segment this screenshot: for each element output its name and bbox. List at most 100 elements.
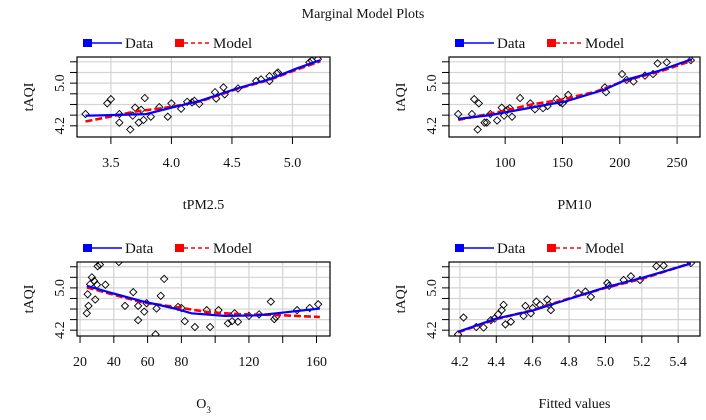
data-point [126, 125, 135, 134]
model-smooth-line [85, 60, 321, 123]
data-point [81, 109, 90, 119]
x-axis-label: PM10 [557, 198, 591, 213]
data-point [629, 77, 638, 86]
data-point [230, 309, 239, 318]
legend-data-swatch [455, 244, 464, 252]
data-point [87, 273, 97, 282]
data-point [115, 109, 124, 119]
data-point [499, 111, 509, 120]
x-axis-label-text: O [196, 397, 206, 412]
legend-model-swatch [175, 244, 184, 252]
x-tick-label: 160 [306, 355, 327, 370]
data-point [474, 99, 484, 108]
data-point [626, 272, 636, 281]
y-tick-label: 4.2 [53, 321, 68, 339]
data-point [453, 109, 463, 119]
data-point [586, 292, 596, 302]
legend: Data Model [83, 36, 252, 52]
data-point [686, 262, 696, 268]
legend-model-swatch [175, 39, 184, 47]
legend-model-label: Model [213, 36, 252, 52]
legend-data-label: Data [125, 241, 154, 257]
data-point [254, 310, 264, 319]
data-point [134, 118, 143, 127]
data-point [180, 316, 189, 326]
data-point [497, 305, 506, 315]
data-point [163, 112, 173, 121]
x-tick-label: 4.6 [524, 355, 542, 370]
data-point [159, 274, 169, 284]
x-axis-label-text: Fitted values [539, 397, 611, 412]
data-point [103, 99, 112, 108]
data-point [604, 281, 614, 291]
panel-fitted: 4.2 4.4 4.6 4.8 5.0 5.2 5.4 4.2 5.0 Fitted values… [394, 241, 701, 412]
data-point [146, 112, 156, 121]
x-axis-label-text: PM10 [557, 198, 591, 213]
y-tick-label: 5.0 [53, 279, 68, 297]
data-point [129, 287, 138, 297]
x-tick-label: 250 [667, 156, 688, 171]
data-point [270, 314, 279, 324]
data-point [205, 322, 215, 332]
data-point [305, 303, 314, 313]
data-point [581, 287, 590, 296]
data-point [133, 315, 143, 325]
data-point [469, 94, 479, 104]
data-point [482, 118, 492, 127]
x-tick-label: 80 [174, 355, 188, 370]
data-point [139, 115, 148, 125]
x-tick-label: 40 [107, 355, 121, 370]
series-group [453, 262, 696, 336]
y-tick-label: 5.0 [425, 74, 440, 92]
legend: Data Model [455, 36, 624, 52]
legend-data-swatch [83, 39, 92, 47]
series-group [82, 262, 323, 336]
data-point [101, 280, 110, 289]
legend-model-label: Model [213, 241, 252, 257]
data-point [480, 118, 489, 127]
data-point [91, 295, 100, 304]
legend-data-swatch [455, 39, 464, 47]
plot-box [76, 261, 331, 337]
x-tick-label: 5.4 [669, 355, 687, 370]
data-point [519, 311, 528, 321]
x-tick-label: 5.0 [284, 156, 302, 171]
y-tick-label: 4.2 [425, 117, 440, 135]
model-smooth-line [457, 59, 693, 122]
x-tick-label: 4.4 [488, 355, 506, 370]
data-point [546, 305, 556, 315]
legend-model-swatch [547, 39, 556, 47]
data-point [120, 301, 130, 311]
data-point [515, 93, 525, 103]
data-point [115, 118, 124, 127]
series-group [81, 57, 323, 134]
data-point [479, 323, 488, 332]
legend-data-label: Data [497, 36, 526, 52]
series-group [453, 57, 696, 134]
y-tick-label: 4.2 [53, 117, 68, 135]
data-point [151, 330, 160, 336]
x-tick-label: 150 [552, 156, 573, 171]
legend: Data Model [83, 241, 252, 257]
data-point [84, 301, 93, 311]
data-point [662, 58, 671, 67]
plot-box [448, 261, 701, 337]
x-tick-label: 3.5 [102, 156, 120, 171]
x-tick-label: 60 [141, 355, 155, 370]
data-point [453, 330, 463, 336]
data-point [95, 262, 105, 269]
data-point [82, 309, 92, 318]
data-point [686, 57, 696, 65]
legend-model-swatch [547, 244, 556, 252]
data-point [223, 319, 233, 328]
data-point [521, 301, 530, 311]
y-tick-label: 5.0 [53, 74, 68, 92]
data-point [473, 125, 482, 134]
data-point [506, 317, 516, 326]
panel-o3: 20 40 60 80 120 160 4.2 5.0 O3 tAQI Data Model [22, 241, 331, 415]
x-tick-label: 4.5 [223, 156, 241, 171]
x-tick-label: 5.2 [633, 355, 651, 370]
data-point [653, 59, 662, 68]
